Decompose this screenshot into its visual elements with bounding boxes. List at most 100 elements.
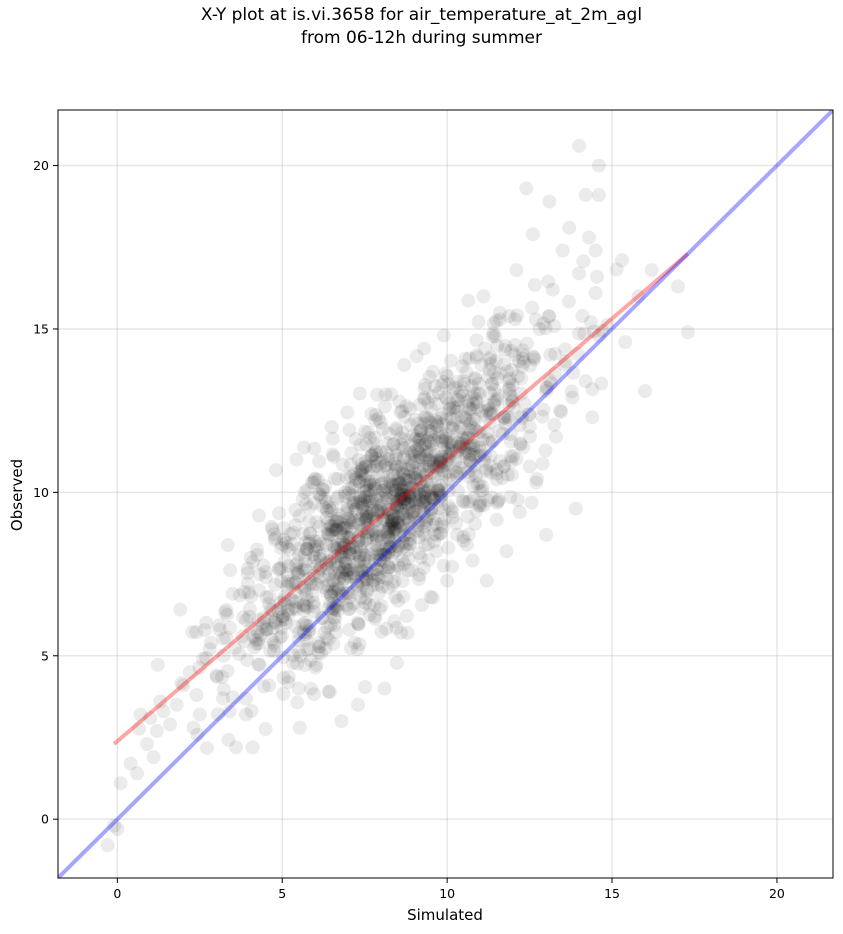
data-point-55 bbox=[401, 551, 416, 566]
data-point-403 bbox=[561, 294, 576, 309]
data-point-883 bbox=[535, 456, 550, 471]
data-point-289 bbox=[536, 316, 551, 331]
data-point-499 bbox=[359, 509, 374, 524]
data-point-988 bbox=[334, 546, 349, 561]
data-point-1388 bbox=[189, 688, 204, 702]
data-point-1324 bbox=[320, 522, 335, 537]
data-point-540 bbox=[292, 720, 307, 735]
data-point-846 bbox=[249, 636, 264, 651]
data-point-62 bbox=[407, 493, 422, 508]
data-point-1383 bbox=[163, 717, 178, 732]
data-point-1114 bbox=[352, 489, 367, 503]
data-point-143 bbox=[343, 546, 358, 561]
data-point-45 bbox=[412, 432, 427, 447]
data-point-1400 bbox=[242, 609, 257, 624]
data-point-1169 bbox=[417, 390, 432, 405]
data-point-1454 bbox=[473, 498, 488, 513]
data-point-425 bbox=[447, 413, 462, 428]
data-point-1074 bbox=[329, 514, 344, 529]
data-point-1491 bbox=[591, 188, 606, 202]
data-point-1132 bbox=[359, 571, 374, 586]
data-point-708 bbox=[392, 394, 407, 409]
data-point-780 bbox=[197, 623, 212, 638]
data-point-923 bbox=[339, 569, 354, 584]
data-point-194 bbox=[260, 622, 275, 637]
data-point-559 bbox=[242, 602, 257, 617]
data-point-937 bbox=[390, 499, 405, 514]
data-point-562 bbox=[505, 362, 520, 377]
data-point-25 bbox=[382, 560, 396, 575]
data-point-1462 bbox=[506, 449, 521, 464]
data-point-1492 bbox=[588, 243, 603, 258]
data-point-796 bbox=[424, 436, 439, 451]
data-point-1412 bbox=[298, 554, 313, 568]
data-point-223 bbox=[489, 353, 504, 368]
data-point-610 bbox=[430, 415, 445, 430]
data-point-688 bbox=[397, 450, 412, 465]
data-point-672 bbox=[322, 527, 337, 542]
data-point-1015 bbox=[431, 501, 446, 515]
data-point-526 bbox=[292, 625, 307, 640]
data-point-93 bbox=[413, 431, 428, 446]
data-point-1117 bbox=[289, 602, 303, 617]
data-point-891 bbox=[444, 446, 459, 461]
data-point-1002 bbox=[277, 593, 292, 608]
data-point-1287 bbox=[404, 480, 419, 495]
data-point-1244 bbox=[457, 377, 472, 392]
data-point-706 bbox=[277, 589, 292, 604]
data-point-322 bbox=[327, 618, 342, 633]
data-point-475 bbox=[315, 610, 330, 625]
data-point-180 bbox=[342, 601, 357, 616]
data-point-163 bbox=[308, 660, 323, 675]
data-point-1420 bbox=[331, 583, 346, 598]
data-point-31 bbox=[455, 493, 470, 508]
data-point-649 bbox=[482, 352, 497, 367]
data-point-485 bbox=[450, 435, 465, 450]
data-point-547 bbox=[522, 407, 537, 422]
data-point-137 bbox=[132, 721, 146, 736]
y-axis-label: Observed bbox=[8, 459, 26, 531]
data-point-909 bbox=[337, 560, 352, 575]
data-point-446 bbox=[458, 351, 473, 366]
data-point-49 bbox=[387, 545, 402, 559]
data-point-1347 bbox=[258, 564, 273, 579]
data-point-522 bbox=[360, 517, 375, 532]
data-point-1027 bbox=[380, 461, 395, 476]
data-point-781 bbox=[253, 627, 268, 642]
data-point-671 bbox=[422, 497, 437, 512]
data-point-1018 bbox=[497, 458, 512, 473]
data-point-393 bbox=[480, 403, 494, 418]
data-point-1112 bbox=[328, 582, 343, 597]
data-point-818 bbox=[302, 619, 317, 633]
data-point-185 bbox=[430, 419, 445, 434]
data-point-1481 bbox=[572, 266, 587, 281]
data-point-939 bbox=[405, 481, 420, 496]
data-point-1364 bbox=[405, 458, 420, 473]
data-point-1246 bbox=[420, 411, 435, 426]
data-point-483 bbox=[422, 369, 437, 384]
data-point-273 bbox=[455, 359, 470, 374]
data-point-1196 bbox=[393, 488, 408, 503]
data-point-631 bbox=[398, 527, 413, 542]
data-point-1214 bbox=[307, 599, 322, 614]
data-point-190 bbox=[312, 639, 327, 654]
data-point-1140 bbox=[369, 530, 384, 545]
data-point-524 bbox=[334, 549, 349, 564]
data-point-1266 bbox=[355, 601, 370, 616]
data-point-1211 bbox=[355, 564, 370, 579]
data-point-1224 bbox=[464, 379, 479, 393]
data-point-653 bbox=[315, 482, 330, 497]
data-point-495 bbox=[577, 326, 592, 341]
data-point-1079 bbox=[381, 544, 396, 559]
data-point-128 bbox=[299, 541, 314, 556]
data-point-843 bbox=[466, 396, 481, 411]
data-point-1371 bbox=[100, 838, 115, 853]
data-point-18 bbox=[554, 404, 569, 419]
data-point-0 bbox=[357, 559, 372, 574]
data-point-115 bbox=[473, 484, 487, 499]
data-point-574 bbox=[368, 528, 383, 543]
data-point-1093 bbox=[334, 541, 349, 555]
data-point-940 bbox=[433, 452, 448, 467]
data-point-809 bbox=[424, 490, 439, 505]
data-point-1367 bbox=[502, 380, 517, 395]
